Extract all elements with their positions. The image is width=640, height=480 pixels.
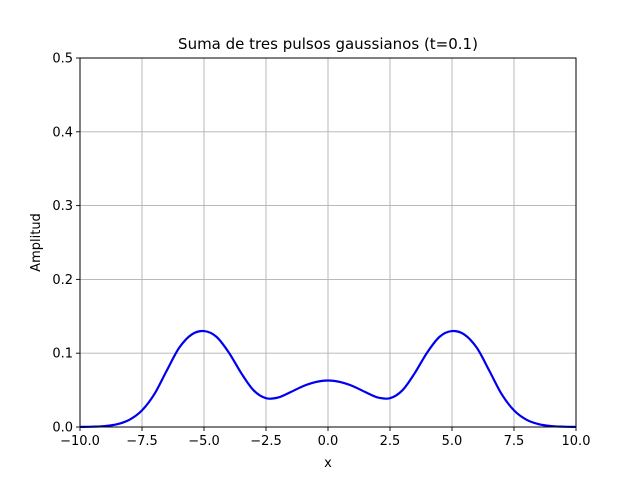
- series-line: [79, 329, 577, 429]
- x-tick-label: 10.0: [562, 434, 591, 449]
- chart-title: Suma de tres pulsos gaussianos (t=0.1): [178, 35, 478, 53]
- y-tick-label: 0.3: [52, 199, 73, 214]
- x-tick-label: 0.0: [318, 434, 339, 449]
- y-tick-label: 0.5: [52, 52, 73, 67]
- y-axis-label: Amplitud: [29, 213, 44, 272]
- y-tick-label: 0.2: [52, 273, 73, 288]
- x-tick-label: −7.5: [126, 434, 158, 449]
- x-tick-label: 5.0: [442, 434, 463, 449]
- x-axis-ticks: −10.0 −7.5 −5.0 −2.5 0.0 2.5 5.0 7.5 10.0: [60, 427, 590, 449]
- y-tick-label: 0.1: [52, 347, 73, 362]
- x-tick-label: 7.5: [504, 434, 525, 449]
- y-axis-ticks: 0.0 0.1 0.2 0.3 0.4 0.5: [52, 52, 80, 436]
- x-axis-label: x: [324, 456, 332, 471]
- x-tick-label: 2.5: [380, 434, 401, 449]
- y-tick-label: 0.4: [52, 125, 73, 140]
- x-tick-label: −5.0: [188, 434, 220, 449]
- grid: [79, 57, 577, 428]
- x-tick-label: −2.5: [250, 434, 282, 449]
- x-tick-label: −10.0: [60, 434, 100, 449]
- y-tick-label: 0.0: [52, 421, 73, 436]
